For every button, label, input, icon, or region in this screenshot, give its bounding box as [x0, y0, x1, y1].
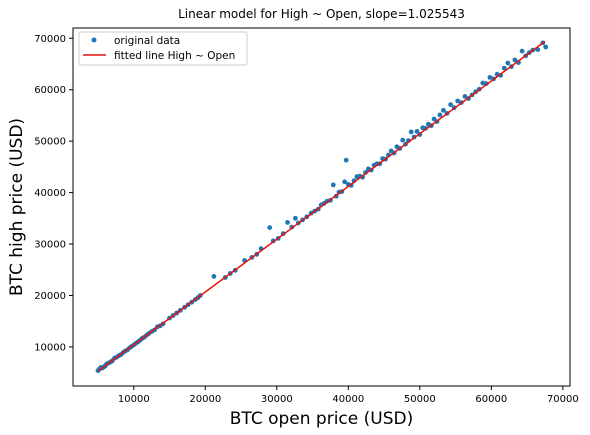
y-tick-label: 30000	[34, 240, 66, 251]
data-point	[448, 102, 453, 107]
legend-marker-original-data	[91, 37, 97, 43]
y-tick-label: 50000	[34, 137, 66, 148]
x-tick-label: 20000	[189, 394, 221, 405]
axes-frame	[72, 27, 571, 387]
data-point	[330, 182, 336, 188]
data-point	[519, 48, 525, 54]
data-point	[505, 60, 511, 66]
data-point	[512, 57, 518, 63]
legend-box	[78, 31, 248, 66]
y-axis: 10000 20000 30000 40000 50000 60000 70000	[34, 34, 73, 353]
x-axis: 10000 20000 30000 40000 50000 60000 70000	[118, 386, 579, 405]
data-point	[462, 94, 468, 99]
x-axis-title: BTC open price (USD)	[230, 409, 413, 429]
data-point	[437, 112, 443, 118]
chart-title: Linear model for High ~ Open, slope=1.02…	[178, 7, 465, 21]
legend: original data fitted line High ~ Open	[78, 31, 248, 66]
data-point	[501, 65, 507, 71]
x-tick-label: 10000	[118, 394, 150, 405]
y-tick-label: 40000	[34, 188, 66, 199]
legend-label-original-data: original data	[114, 35, 180, 47]
plot-area	[95, 40, 549, 373]
data-point	[400, 137, 406, 143]
data-point	[267, 225, 273, 231]
x-tick-label: 50000	[404, 394, 436, 405]
data-point	[408, 129, 414, 135]
data-point	[487, 75, 493, 80]
data-point	[285, 220, 290, 225]
data-point	[441, 107, 446, 113]
y-tick-label: 70000	[34, 34, 66, 45]
data-point	[343, 157, 349, 163]
data-point	[211, 274, 217, 279]
data-point	[455, 98, 461, 104]
legend-label-fitted-line: fitted line High ~ Open	[114, 50, 235, 62]
x-tick-label: 30000	[261, 394, 293, 405]
data-point	[543, 44, 549, 50]
y-tick-label: 20000	[34, 291, 66, 302]
y-tick-label: 10000	[34, 342, 66, 353]
fitted-line	[97, 40, 546, 372]
x-tick-label: 70000	[547, 394, 579, 405]
data-point	[293, 215, 298, 221]
y-axis-title: BTC high price (USD)	[7, 118, 27, 296]
x-tick-label: 60000	[475, 394, 507, 405]
data-point	[414, 129, 420, 134]
data-point	[342, 179, 348, 185]
y-tick-label: 60000	[34, 85, 66, 96]
x-tick-label: 40000	[332, 394, 364, 405]
